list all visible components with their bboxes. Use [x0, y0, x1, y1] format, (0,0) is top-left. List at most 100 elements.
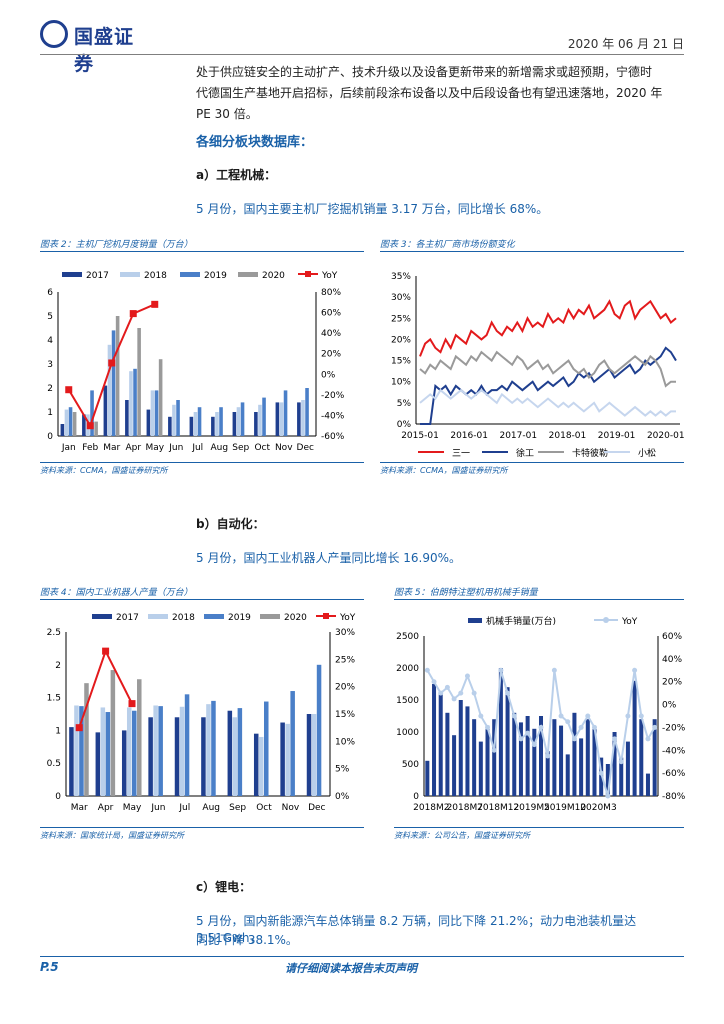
y2-tick-label: -40% [321, 411, 345, 421]
legend-label-2020: 2020 [262, 271, 285, 281]
yoy-marker-Apr [102, 647, 110, 655]
legend-swatch-2017 [92, 614, 112, 619]
fig2-title-rule [40, 251, 364, 252]
bar-2019-Sep [237, 708, 243, 796]
x-tick-label: Sep [229, 803, 246, 813]
yoy-marker [498, 667, 504, 673]
x-tick-label: Apr [125, 443, 141, 453]
sales-bar [599, 757, 604, 796]
fig5-legend: 机械手销量(万台) YoY [468, 615, 638, 627]
bar-2018-Jan [64, 409, 69, 436]
sales-bar [565, 754, 570, 796]
sales-bar [518, 722, 523, 796]
yoy-marker-Feb [86, 422, 94, 430]
yoy-marker-Apr [129, 310, 137, 318]
y2-tick-label: 40% [321, 329, 341, 339]
legend-swatch-sales [468, 618, 482, 623]
x-tick-label: 2019-01 [598, 431, 636, 441]
x-tick-label: 2018M2 [413, 803, 449, 813]
legend-marker-yoy [323, 613, 329, 619]
bar-2017-Oct [254, 412, 258, 436]
x-tick-label: Nov [275, 443, 293, 453]
sales-bar [572, 712, 577, 796]
x-tick-label: Jun [168, 443, 183, 453]
legend-swatch-2018 [148, 614, 168, 619]
yoy-marker [505, 690, 511, 696]
fig3-title-rule [380, 251, 684, 252]
report-date: 2020 年 06 月 21 日 [567, 37, 684, 51]
fig5-source-rule [394, 827, 684, 828]
y2-tick-label: 30% [335, 628, 355, 638]
yoy-marker [565, 719, 571, 725]
sales-bar [452, 735, 457, 796]
sales-bar [485, 725, 490, 796]
legend-label-yoy: YoY [621, 617, 638, 627]
y-tick-label: 3 [47, 360, 53, 370]
yoy-marker [598, 770, 604, 776]
bar-2019-Mar [79, 706, 84, 796]
x-tick-label: 2018M12 [477, 803, 519, 813]
y-tick-label: 35% [391, 272, 411, 282]
subsection-b-summary: 5 月份，国内工业机器人产量同比增长 16.90%。 [196, 551, 462, 565]
bar-2017-Apr [95, 732, 101, 796]
yoy-marker-Mar [75, 724, 83, 732]
intro-line-1: 处于供应链安全的主动扩产、技术升级以及设备更新带来的新增需求或超预期，宁德时 [196, 65, 653, 79]
y2-tick-label: 5% [335, 765, 350, 775]
bar-2019-Jun [158, 706, 163, 796]
y2-tick-label: 40% [662, 655, 682, 665]
y-tick-label: 1.5 [47, 694, 61, 704]
y-tick-label: 20% [391, 335, 411, 345]
x-tick-label: Aug [210, 443, 228, 453]
bar-2018-May [150, 390, 155, 436]
y-tick-label: 2.5 [47, 628, 61, 638]
yoy-marker [511, 713, 517, 719]
legend-label-2019: 2019 [228, 613, 251, 623]
y-tick-label: 1500 [396, 696, 419, 706]
legend-marker-yoy [305, 271, 311, 277]
subsection-a-title: a）工程机械： [196, 168, 277, 182]
sales-bar [492, 719, 497, 796]
bar-2019-Jul [197, 407, 202, 436]
y-tick-label: 25% [391, 314, 411, 324]
y-tick-label: 5% [397, 399, 412, 409]
legend-swatch-2017 [62, 272, 82, 277]
legend-label-sales: 机械手销量(万台) [486, 615, 556, 627]
x-tick-label: May [123, 803, 142, 813]
sales-bar [545, 751, 550, 796]
y2-tick-label: 0% [321, 370, 336, 380]
y2-tick-label: 60% [321, 309, 341, 319]
bar-2017-Apr [125, 400, 129, 436]
yoy-marker [491, 747, 497, 753]
bar-2019-Aug [211, 700, 216, 796]
bar-2019-Apr [133, 368, 137, 436]
fig2-title: 图表 2：主机厂挖机月度销量（万台） [40, 240, 193, 250]
bar-2017-Nov [280, 722, 285, 796]
yoy-marker-Jan [65, 386, 73, 394]
y2-tick-label: 0% [662, 701, 677, 711]
bar-2018-Oct [258, 404, 262, 436]
fig2-source-rule [40, 462, 364, 463]
y-tick-label: 0 [55, 792, 61, 802]
bar-2018-Apr [129, 371, 133, 436]
y-tick-label: 1 [47, 408, 53, 418]
sales-bar [592, 728, 597, 796]
x-tick-label: Oct [254, 443, 270, 453]
sales-bar [458, 700, 463, 796]
sales-bar [625, 741, 630, 796]
x-tick-label: Jul [191, 443, 203, 453]
sales-bar [538, 716, 544, 796]
footer-divider [40, 956, 684, 957]
fig2-legend: 2017 2018 2019 2020 YoY [62, 271, 338, 281]
legend-label-2017: 2017 [86, 271, 109, 281]
y-tick-label: 6 [47, 288, 53, 298]
fig5-title: 图表 5：伯朗特注塑机用机械手销量 [394, 588, 538, 598]
sales-bar [605, 764, 610, 796]
y-tick-label: 30% [391, 293, 411, 303]
y-tick-label: 2000 [396, 664, 419, 674]
y2-tick-label: 20% [662, 678, 682, 688]
bar-2018-May [126, 707, 132, 796]
yoy-marker [464, 673, 470, 679]
y-tick-label: 5 [47, 312, 53, 322]
fig3-legend: 三一 徐工 卡特彼勒 小松 [418, 447, 656, 459]
x-tick-label: Oct [256, 803, 272, 813]
